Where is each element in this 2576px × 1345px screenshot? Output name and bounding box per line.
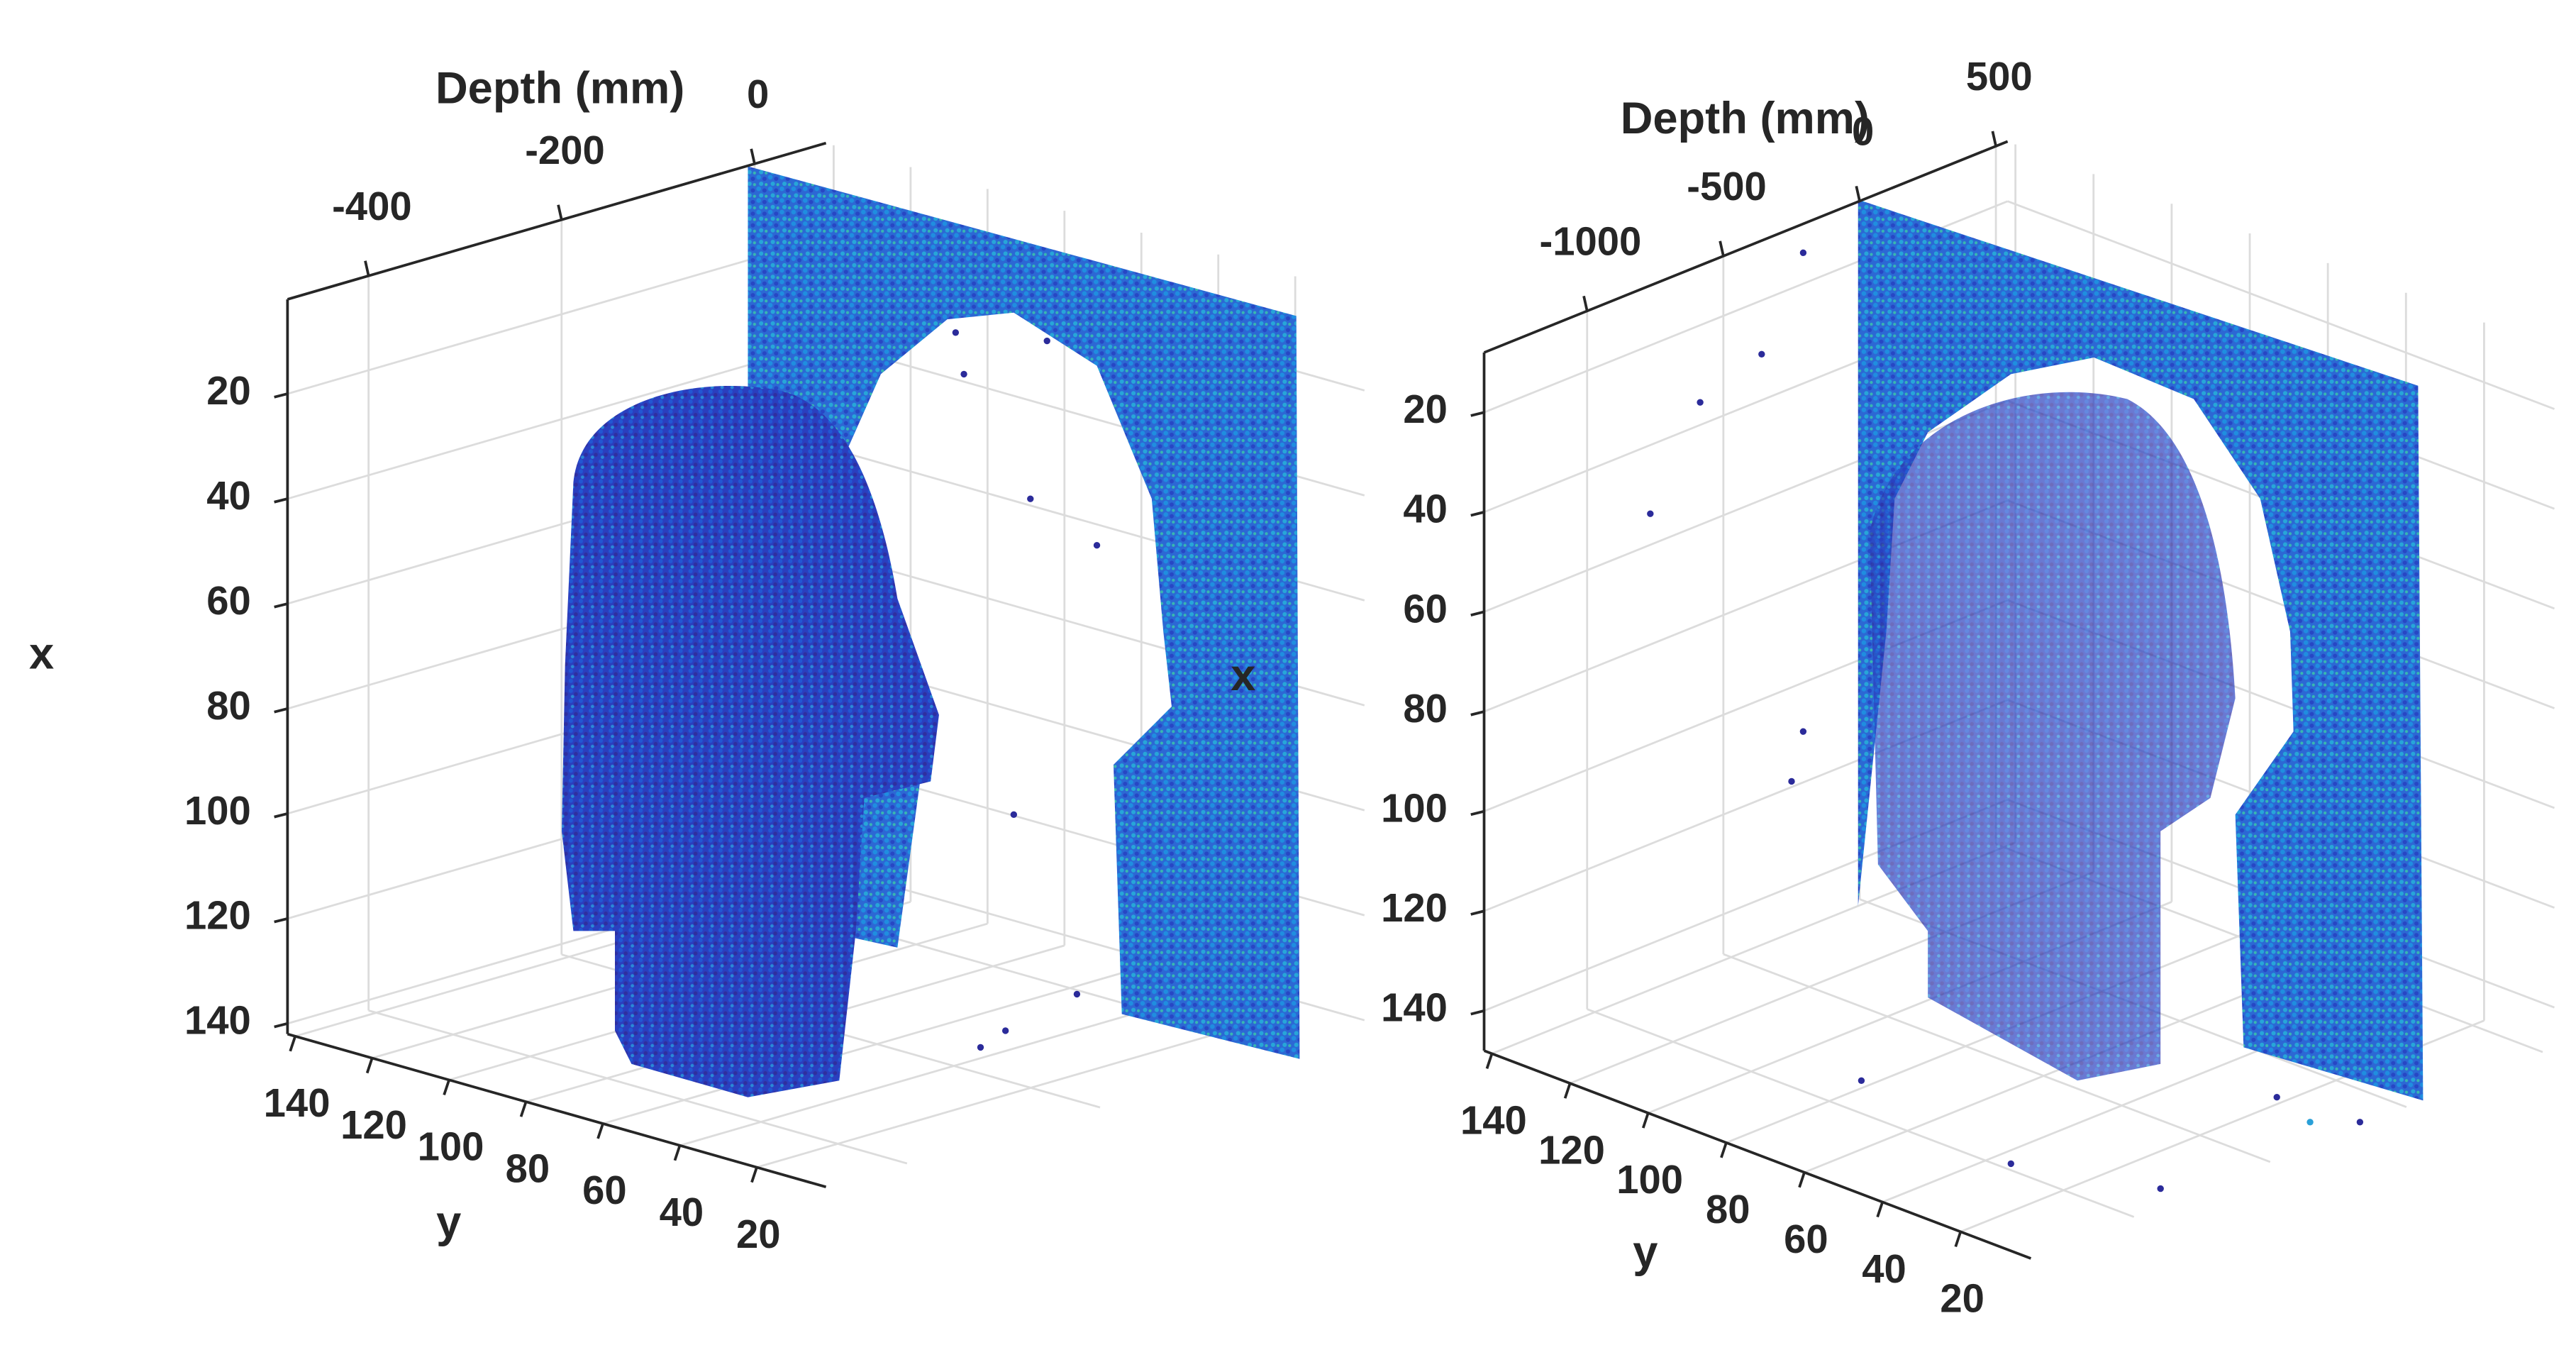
z-tick [557,204,563,221]
y-tick [365,1057,374,1074]
z-tick-label: -1000 [1540,219,1642,264]
x-tick-label: 100 [1381,786,1448,831]
z-axis-label: Depth (mm) [435,64,684,114]
z-tick-label: -200 [525,128,605,172]
x-tick [1470,909,1484,916]
y-tick-label: 120 [340,1102,407,1147]
x-tick [274,1022,288,1029]
y-tick-label: 80 [1706,1187,1750,1231]
z-axis-label: Depth (mm) [1621,94,1870,143]
z-tick-label: 500 [1966,54,2033,99]
z-tick [1855,185,1861,201]
y-tick [1641,1112,1650,1129]
z-tick-label: 0 [747,72,769,116]
y-tick [1720,1142,1728,1158]
x-tick [274,392,288,399]
y-tick-label: 140 [1460,1098,1527,1143]
stray-points [1647,249,2364,1192]
x-tick [274,917,288,924]
z-tick-label: -500 [1687,164,1767,209]
grid-line [287,236,826,395]
z-tick-label: -400 [332,184,412,228]
grid-line [602,966,1142,1125]
z-axis-line [1483,140,2009,354]
y-tick [443,1079,450,1096]
x-tick [1470,411,1484,417]
y-axis-line [1483,1049,2032,1260]
y-tick [1485,1053,1494,1069]
grid-line [1723,953,2271,1163]
x-tick-label: 80 [1403,686,1448,731]
z-tick-label: 0 [1852,109,1874,154]
y-axis-label: y [1633,1227,1658,1277]
x-tick-label: 120 [184,893,251,938]
y-tick [1954,1231,1962,1248]
x-tick-label: 60 [1403,586,1448,631]
wall-cloud [748,166,1300,1059]
y-tick [750,1166,758,1183]
y-tick [1798,1172,1806,1188]
x-tick-label: 140 [1381,985,1448,1030]
x-tick [1470,1009,1484,1016]
stray-points [952,329,1101,1051]
x-tick [274,812,288,819]
x-tick-label: 80 [206,683,251,728]
y-tick-label: 140 [264,1080,331,1125]
grid-line [287,341,826,500]
x-tick [1470,610,1484,616]
z-tick [750,148,756,165]
y-tick-label: 120 [1538,1127,1605,1172]
z-axis-line [287,141,827,301]
x-tick-label: 20 [206,368,251,413]
z-tick [1719,240,1725,257]
y-tick-label: 60 [582,1168,627,1212]
head-cloud [562,385,939,1097]
y-tick [519,1101,528,1117]
x-tick [274,707,288,714]
wall-cloud [1858,199,2424,1101]
y-tick-label: 60 [1784,1217,1828,1261]
axes: 2040608010012014020406080100120140-400-2… [29,54,2033,1320]
x-tick-label: 40 [1403,487,1448,531]
x-tick-label: 40 [206,473,251,518]
x-tick [1470,710,1484,716]
x-tick [274,497,288,504]
y-tick-label: 20 [736,1212,781,1256]
z-tick [1582,295,1589,311]
grid-line [756,1009,1296,1168]
y-tick-label: 100 [418,1124,484,1169]
grid-line [1587,1008,2135,1218]
y-tick [289,1036,297,1052]
point-clouds [562,166,2424,1192]
x-axis-label: x [29,629,54,678]
y-axis-line [287,1032,827,1189]
x-tick-label: 20 [1403,387,1448,431]
y-tick-label: 40 [1862,1246,1906,1291]
x-tick-label: 140 [184,998,251,1043]
y-tick-label: 20 [1940,1276,1984,1321]
grid-line [1726,930,2250,1144]
x-tick-label: 60 [206,578,251,623]
y-tick [1563,1083,1572,1099]
x-axis-label: x [1231,651,1255,700]
y-tick-label: 40 [660,1190,704,1234]
y-tick-label: 80 [506,1146,550,1190]
x-tick [1470,809,1484,817]
head-cloud [1870,392,2236,1081]
grid-line [368,1009,908,1165]
x-tick [274,602,288,609]
y-tick-label: 100 [1616,1157,1683,1202]
y-tick [596,1123,604,1139]
y-axis-label: y [436,1197,461,1247]
z-tick [1991,131,1997,147]
x-tick-label: 100 [184,788,251,833]
x-tick-label: 120 [1381,885,1448,930]
x-tick [1470,511,1484,517]
y-tick [673,1145,682,1161]
grid-line [2007,200,2555,410]
z-tick [364,260,370,277]
y-tick [1876,1201,1884,1218]
